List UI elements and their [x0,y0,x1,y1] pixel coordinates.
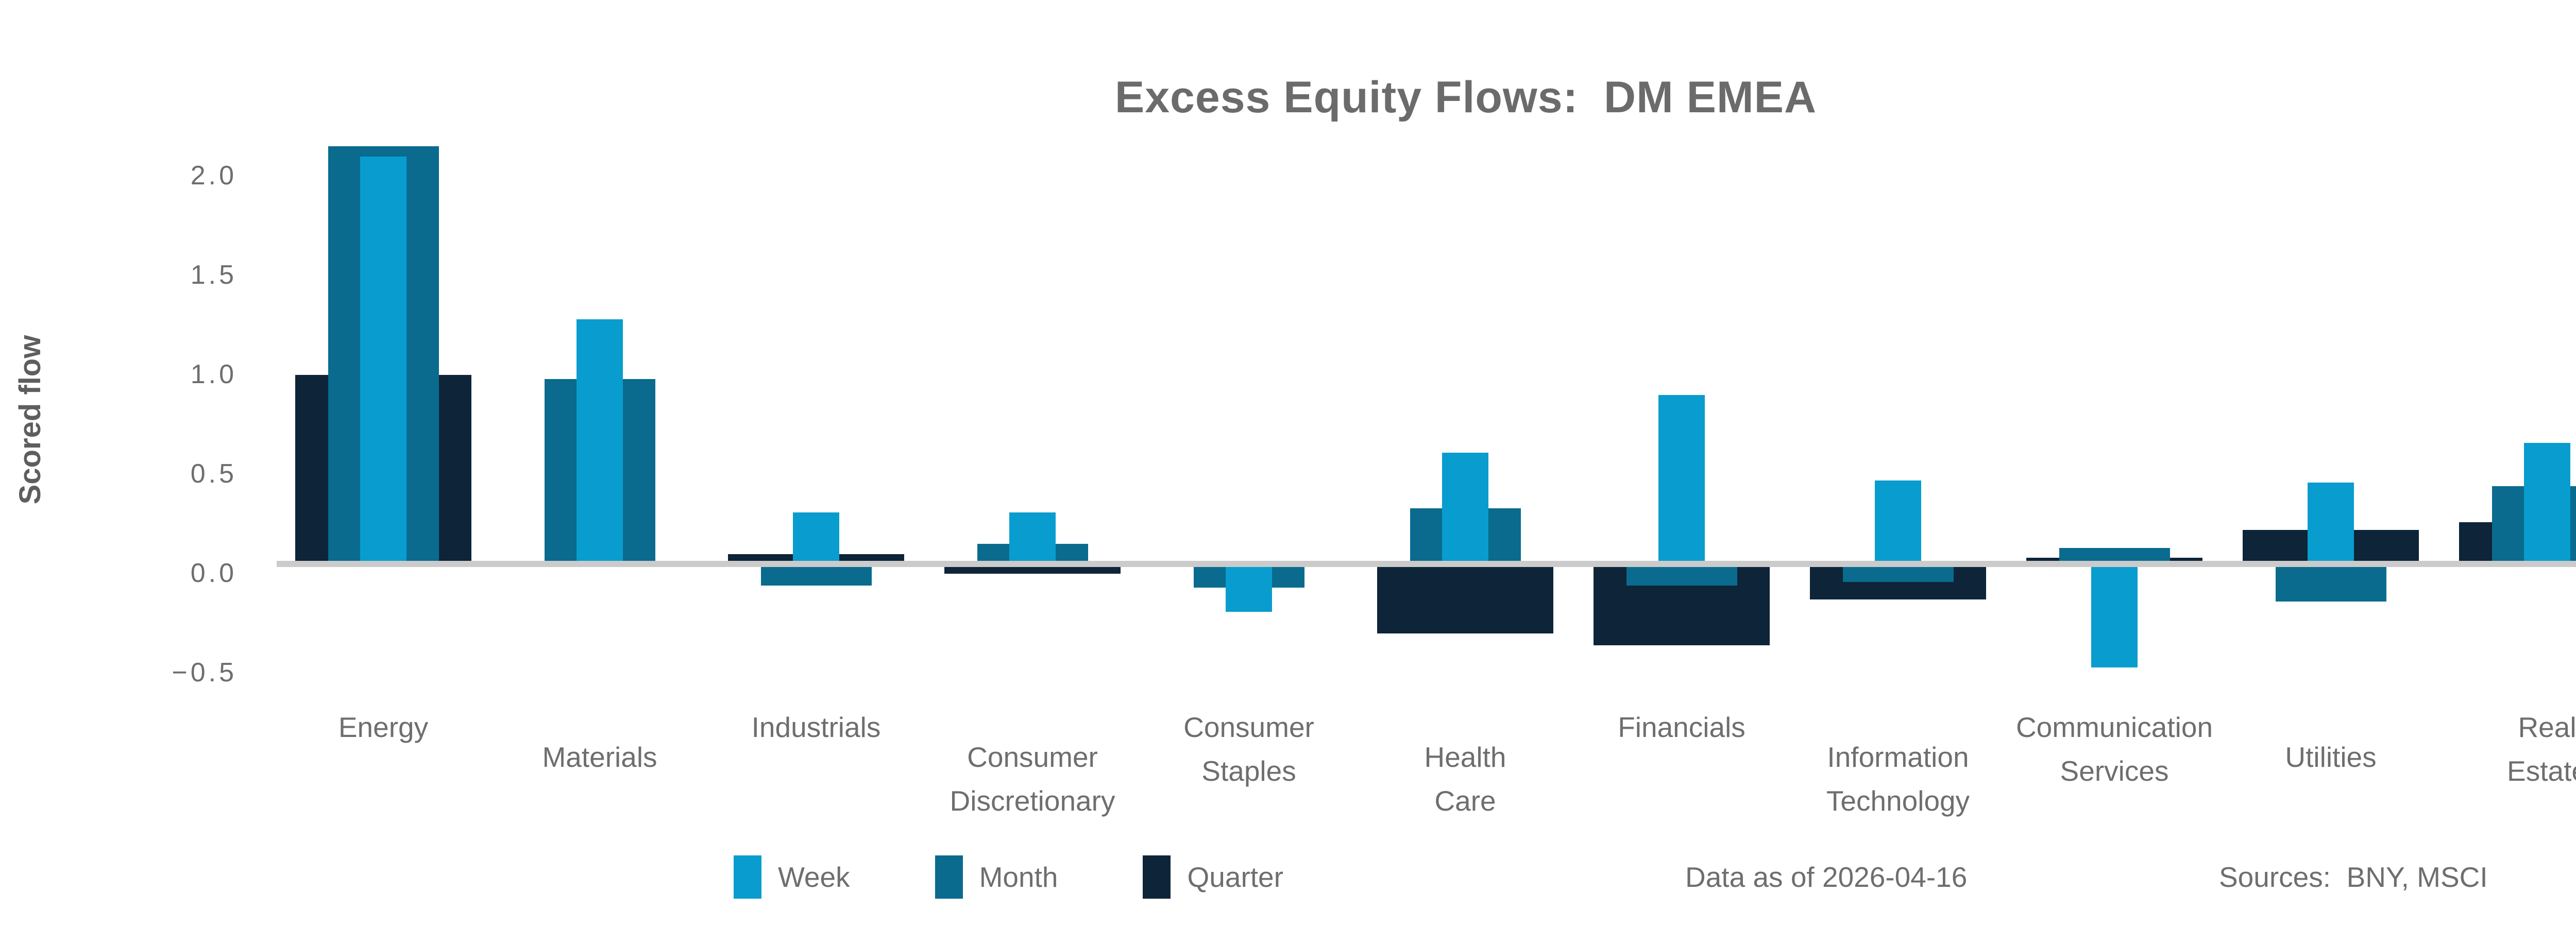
bar-week-8 [2091,564,2138,667]
y-tick-label: 1.0 [190,359,237,389]
chart-title: Excess Equity Flows: DM EMEA [1114,73,1817,122]
x-category-label-real-estate: Real Estate [2507,711,2576,787]
y-axis-title: Scored flow [13,335,47,505]
bar-week-7 [1875,480,1921,564]
zero-baseline [277,561,2576,567]
y-tick-label: 0.5 [190,459,237,489]
x-category-label-consumer-discretionary: Consumer Discretionary [950,741,1115,817]
bar-month-6 [1626,564,1737,586]
bar-week-6 [1658,394,1705,564]
bar-week-1 [577,319,623,564]
x-category-label-financials: Financials [1618,711,1745,743]
sources-note: Sources: BNY, MSCI [2219,861,2488,893]
x-category-label-utilities: Utilities [2285,741,2377,773]
y-tick-label: 2.0 [190,161,237,191]
bar-month-2 [760,564,872,586]
bar-week-9 [2308,482,2354,564]
bar-week-2 [793,512,839,564]
legend-label-quarter: Quarter [1187,861,1283,893]
bar-week-3 [1009,512,1056,564]
x-category-label-health-care: Health Care [1424,741,1506,817]
legend: Week Month Quarter [734,854,1283,900]
y-tick-label: 0.0 [190,558,237,588]
legend-item-quarter: Quarter [1143,855,1283,899]
bar-month-9 [2275,564,2386,602]
data-as-of-note: Data as of 2026-04-16 [1685,861,1968,893]
y-tick-label: −0.5 [172,658,237,688]
legend-swatch-week [734,855,761,899]
bar-week-0 [360,156,406,564]
legend-swatch-month [935,855,963,899]
x-category-label-materials: Materials [542,741,657,773]
legend-label-month: Month [979,861,1058,893]
legend-swatch-quarter [1143,855,1171,899]
x-category-label-consumer-staples: Consumer Staples [1183,711,1314,787]
x-category-label-information-technology: Information Technology [1826,741,1970,817]
bar-week-4 [1226,564,1272,612]
bar-week-10 [2524,442,2570,564]
bar-week-5 [1442,452,1488,564]
x-category-label-industrials: Industrials [751,711,881,743]
legend-item-week: Week [734,855,850,899]
y-tick-label: 1.5 [190,260,237,290]
legend-item-month: Month [935,855,1058,899]
bar-quarter-5 [1377,564,1553,634]
legend-label-week: Week [778,861,850,893]
x-category-label-energy: Energy [338,711,429,743]
x-category-label-communication-services: Communication Services [2015,711,2213,787]
